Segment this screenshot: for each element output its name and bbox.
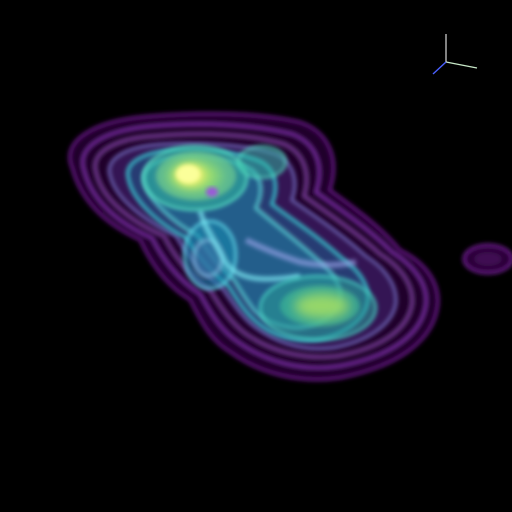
bright-yellow-hotspot xyxy=(176,165,200,183)
isolated-purple-blob xyxy=(462,243,512,275)
connecting-tube xyxy=(183,209,357,290)
xyz-axes-icon[interactable] xyxy=(432,34,478,75)
violet-inner-blob xyxy=(206,187,218,197)
x-axis-line xyxy=(445,61,478,69)
lower-lobe-glow xyxy=(294,293,350,319)
y-axis-line xyxy=(432,61,447,75)
